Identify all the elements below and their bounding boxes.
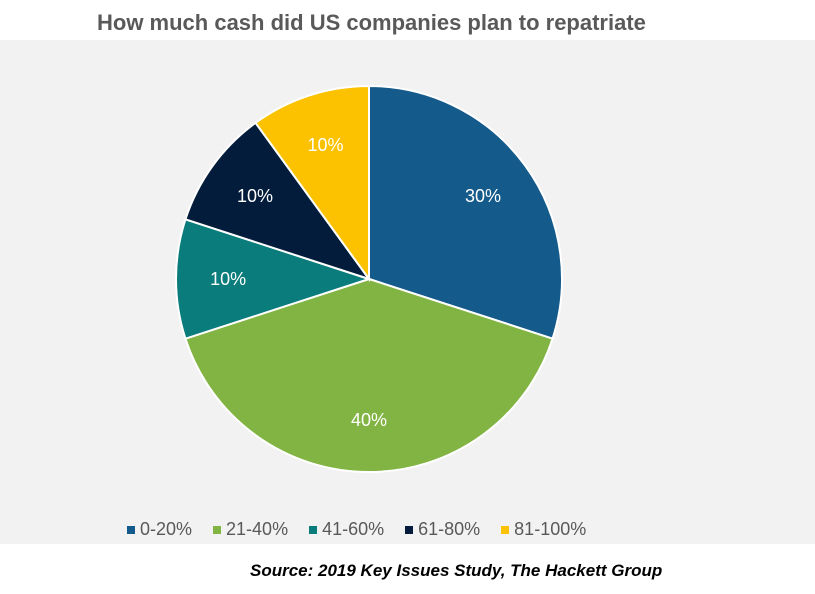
pie-slice-61-80% (184, 121, 372, 281)
legend-swatch (127, 525, 135, 534)
data-label-61-80%: 10% (237, 186, 273, 206)
data-label-21-40%: 40% (351, 410, 387, 430)
legend-swatch (501, 525, 510, 534)
legend-item-21-40%: 21-40% (213, 519, 288, 540)
pie-slices (175, 84, 563, 473)
pie-data-labels: 30% 40% 10% 10% 10% (210, 135, 501, 430)
legend-swatch (213, 525, 222, 534)
legend-item-61-80%: 61-80% (405, 519, 480, 540)
legend-swatch (309, 525, 318, 534)
data-label-41-60%: 10% (210, 269, 246, 289)
legend-swatch (405, 525, 414, 534)
legend-item-0-20%: 0-20% (127, 519, 192, 540)
pie-slice-21-40% (184, 277, 554, 473)
pie-chart: 30% 40% 10% 10% 10% (175, 84, 563, 473)
source-note: Source: 2019 Key Issues Study, The Hacke… (250, 561, 663, 580)
pie-slice-41-60% (175, 218, 373, 340)
legend-label: 81-100% (514, 519, 587, 539)
legend-item-81-100%: 81-100% (501, 519, 586, 540)
legend-label: 21-40% (226, 519, 289, 539)
data-label-81-100%: 10% (307, 135, 343, 155)
chart-title: How much cash did US companies plan to r… (97, 10, 646, 35)
legend-label: 61-80% (418, 519, 481, 539)
legend-label: 41-60% (322, 519, 385, 539)
plot-area: 30% 40% 10% 10% 10% (0, 40, 815, 544)
data-label-0-20%: 30% (465, 186, 501, 206)
pie-slice-0-20% (368, 84, 563, 340)
legend: 0-20% 21-40% 41-60% 61-80% 81-100% (127, 519, 607, 540)
legend-item-41-60%: 41-60% (309, 519, 384, 540)
legend-label: 0-20% (140, 519, 193, 539)
pie-slice-81-100% (254, 84, 370, 283)
